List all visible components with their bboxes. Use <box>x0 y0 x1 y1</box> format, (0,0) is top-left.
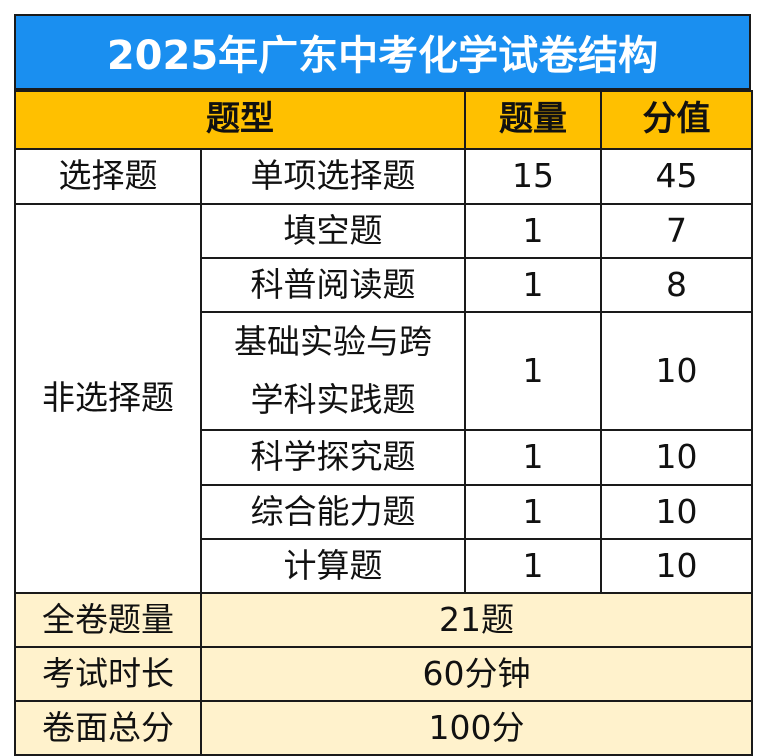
question-type: 单项选择题 <box>200 148 466 205</box>
page-title: 2025年广东中考化学试卷结构 <box>14 14 751 90</box>
table-row: 计算题 1 10 <box>15 538 753 594</box>
table-row: 综合能力题 1 10 <box>15 484 753 540</box>
table-row: 非选择题 填空题 1 7 <box>14 203 753 594</box>
summary-label: 考试时长 <box>14 646 202 702</box>
summary-value: 60分钟 <box>200 646 753 702</box>
question-count: 1 <box>464 429 602 486</box>
question-score: 10 <box>600 311 753 431</box>
exam-structure-table: 题型 题量 分值 选择题 单项选择题 15 45 非选择题 填空题 1 7 科普… <box>14 90 753 756</box>
header-score: 分值 <box>600 90 753 150</box>
question-count: 1 <box>464 538 602 594</box>
question-type: 计算题 <box>200 538 466 594</box>
question-type: 基础实验与跨 学科实践题 <box>200 311 466 431</box>
summary-value: 21题 <box>200 592 753 648</box>
table-header-row: 题型 题量 分值 <box>14 90 753 150</box>
summary-row-total-questions: 全卷题量 21题 <box>14 592 753 648</box>
summary-label: 卷面总分 <box>14 700 202 756</box>
question-type-line2: 学科实践题 <box>250 380 416 419</box>
question-score: 10 <box>600 484 753 540</box>
table-row: 基础实验与跨 学科实践题 1 10 <box>15 311 753 431</box>
table-row: 科普阅读题 1 8 <box>15 257 753 313</box>
category-choice: 选择题 <box>14 148 202 205</box>
question-type: 填空题 <box>200 203 466 259</box>
table-row: 科学探究题 1 10 <box>15 429 753 486</box>
question-count: 1 <box>464 311 602 431</box>
exam-structure-card: 2025年广东中考化学试卷结构 题型 题量 分值 选择题 单项选择题 15 45… <box>14 14 753 756</box>
question-type: 科普阅读题 <box>200 257 466 313</box>
question-type: 综合能力题 <box>200 484 466 540</box>
question-score: 45 <box>600 148 753 205</box>
header-type: 题型 <box>14 90 466 150</box>
question-score: 10 <box>600 538 753 594</box>
question-count: 1 <box>464 257 602 313</box>
question-count: 15 <box>464 148 602 205</box>
question-score: 7 <box>600 203 753 259</box>
category-non-choice: 非选择题 <box>14 203 202 594</box>
summary-row-duration: 考试时长 60分钟 <box>14 646 753 702</box>
summary-row-total-score: 卷面总分 100分 <box>14 700 753 756</box>
question-count: 1 <box>464 203 602 259</box>
question-count: 1 <box>464 484 602 540</box>
summary-label: 全卷题量 <box>14 592 202 648</box>
question-score: 8 <box>600 257 753 313</box>
question-type-line1: 基础实验与跨 <box>234 322 432 361</box>
summary-value: 100分 <box>200 700 753 756</box>
header-count: 题量 <box>464 90 602 150</box>
table-row: 选择题 单项选择题 15 45 <box>14 148 753 205</box>
question-score: 10 <box>600 429 753 486</box>
question-type: 科学探究题 <box>200 429 466 486</box>
